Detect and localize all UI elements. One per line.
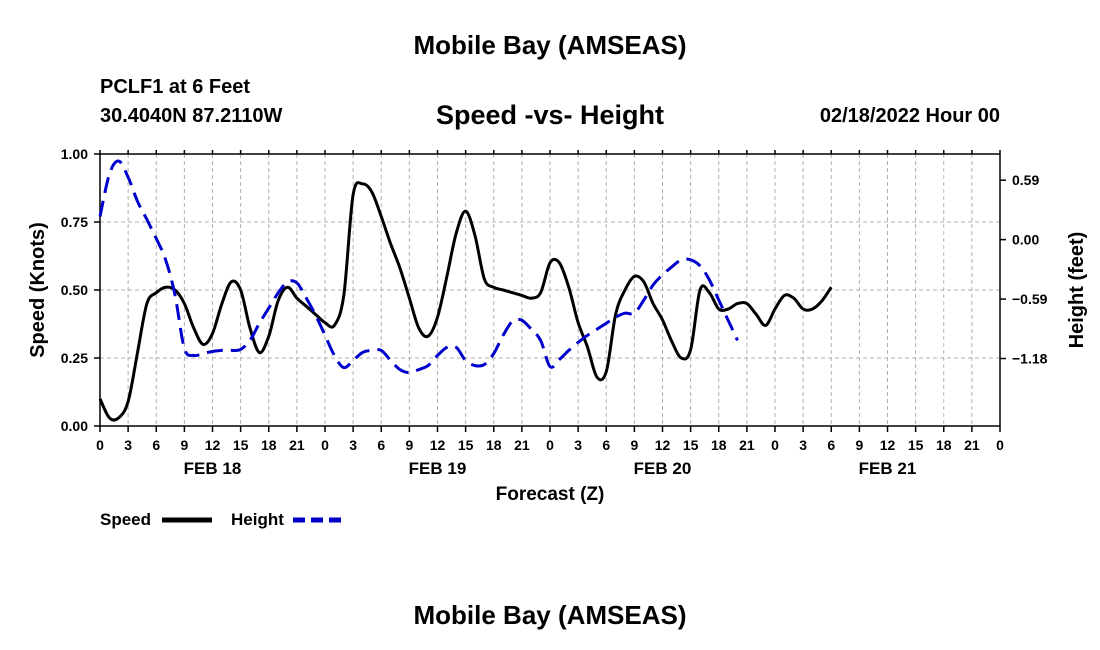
right-tick-label: 0.59 (1012, 172, 1039, 188)
station-label: PCLF1 at 6 Feet (100, 76, 251, 98)
x-tick-label: 0 (771, 437, 779, 453)
x-tick-label: 6 (152, 437, 160, 453)
right-axis-title: Height (feet) (1066, 232, 1088, 349)
left-axis-title: Speed (Knots) (27, 222, 49, 358)
day-label: FEB 20 (634, 459, 692, 478)
grid-lines (99, 153, 1001, 427)
location-coordinates: 30.4040N 87.2110W (100, 105, 283, 127)
x-tick-label: 15 (458, 437, 474, 453)
x-tick-label: 0 (96, 437, 104, 453)
x-tick-label: 6 (602, 437, 610, 453)
x-tick-label: 21 (289, 437, 305, 453)
x-tick-label: 9 (630, 437, 638, 453)
day-label: FEB 18 (184, 459, 242, 478)
x-tick-label: 12 (880, 437, 896, 453)
x-tick-label: 3 (574, 437, 582, 453)
x-axis-title: Forecast (Z) (496, 484, 605, 505)
x-tick-label: 12 (205, 437, 221, 453)
x-tick-label: 21 (964, 437, 980, 453)
forecast-datetime: 02/18/2022 Hour 00 (819, 105, 1000, 127)
tick-labels: 0.00 0.25 0.50 0.75 1.00 0.59 0.00 −0.59 −1.18 0 3… (27, 146, 1088, 505)
x-tick-label: 0 (996, 437, 1004, 453)
x-tick-label: 3 (349, 437, 357, 453)
x-tick-label: 9 (855, 437, 863, 453)
x-tick-label: 0 (546, 437, 554, 453)
right-tick-label: −0.59 (1012, 291, 1048, 307)
x-tick-label: 9 (405, 437, 413, 453)
right-tick-label: 0.00 (1012, 232, 1039, 248)
left-tick-label: 0.00 (61, 418, 88, 434)
x-tick-label: 15 (908, 437, 924, 453)
x-tick-label: 15 (233, 437, 249, 453)
axes (94, 150, 1006, 432)
x-tick-label: 12 (430, 437, 446, 453)
x-tick-label: 18 (711, 437, 727, 453)
x-tick-label: 18 (486, 437, 502, 453)
day-label: FEB 21 (859, 459, 917, 478)
x-tick-label: 6 (377, 437, 385, 453)
left-tick-label: 0.75 (61, 214, 88, 230)
x-tick-label: 18 (261, 437, 277, 453)
x-tick-label: 0 (321, 437, 329, 453)
series (98, 159, 833, 422)
x-tick-label: 12 (655, 437, 671, 453)
left-tick-label: 0.50 (61, 282, 88, 298)
left-tick-label: 1.00 (61, 146, 88, 162)
x-tick-label: 15 (683, 437, 699, 453)
right-tick-label: −1.18 (1012, 351, 1048, 367)
left-tick-label: 0.25 (61, 350, 88, 366)
day-label: FEB 19 (409, 459, 467, 478)
x-tick-label: 18 (936, 437, 952, 453)
legend-speed-label: Speed (100, 510, 152, 529)
x-tick-label: 21 (514, 437, 530, 453)
x-tick-label: 3 (799, 437, 807, 453)
x-tick-label: 3 (124, 437, 132, 453)
x-tick-label: 6 (827, 437, 835, 453)
height-series-line (98, 159, 739, 375)
chart-subtitle: Speed -vs- Height (435, 100, 665, 130)
legend-height-label: Height (231, 510, 284, 529)
x-tick-label: 9 (180, 437, 188, 453)
chart-title: Mobile Bay (AMSEAS) (413, 30, 687, 60)
x-tick-label: 21 (739, 437, 755, 453)
speed-series-line (98, 181, 833, 422)
bottom-chart-title: Mobile Bay (AMSEAS) (413, 600, 687, 630)
